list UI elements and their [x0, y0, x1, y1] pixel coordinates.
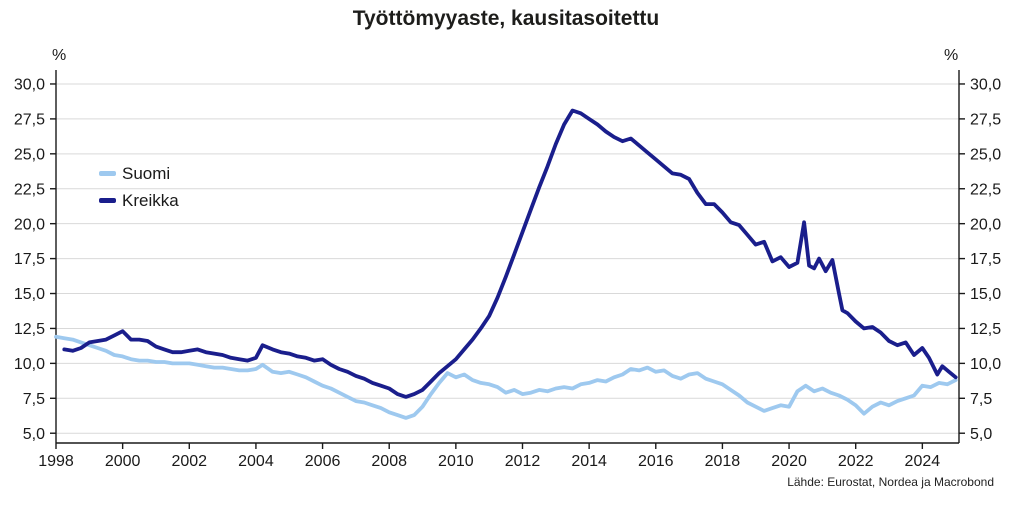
- y-tick-label-right: 20,0: [970, 216, 1001, 233]
- y-tick-label-right: 5,0: [970, 426, 992, 443]
- x-tick-label: 2002: [171, 453, 207, 470]
- y-axis-unit-right: %: [944, 47, 959, 64]
- source-note: Lähde: Eurostat, Nordea ja Macrobond: [787, 475, 994, 489]
- x-tick-label: 2004: [238, 453, 274, 470]
- y-axis-unit-left: %: [52, 47, 67, 64]
- y-tick-label-right: 27,5: [970, 111, 1001, 128]
- y-tick-label-left: 17,5: [14, 251, 45, 268]
- legend-item-suomi: Suomi: [99, 160, 179, 187]
- y-tick-label-left: 22,5: [14, 181, 45, 198]
- x-tick-label: 2010: [438, 453, 474, 470]
- legend-item-kreikka: Kreikka: [99, 187, 179, 214]
- x-tick-label: 2018: [705, 453, 741, 470]
- y-tick-label-left: 25,0: [14, 146, 45, 163]
- y-tick-label-right: 15,0: [970, 286, 1001, 303]
- x-tick-label: 2012: [505, 453, 541, 470]
- y-tick-label-right: 25,0: [970, 146, 1001, 163]
- x-tick-label: 1998: [38, 453, 74, 470]
- y-tick-label-right: 17,5: [970, 251, 1001, 268]
- y-tick-label-right: 22,5: [970, 181, 1001, 198]
- y-tick-label-left: 5,0: [23, 426, 45, 443]
- y-tick-label-left: 27,5: [14, 111, 45, 128]
- y-tick-label-left: 10,0: [14, 356, 45, 373]
- y-tick-label-left: 7,5: [23, 391, 45, 408]
- suomi-line: [54, 334, 958, 420]
- x-tick-label: 2024: [905, 453, 941, 470]
- y-tick-label-left: 30,0: [14, 77, 45, 94]
- x-tick-label: 2016: [638, 453, 674, 470]
- y-tick-label-left: 20,0: [14, 216, 45, 233]
- kreikka-line-swatch: [99, 198, 116, 203]
- legend-label-kreikka: Kreikka: [122, 191, 179, 210]
- x-tick-label: 2020: [771, 453, 807, 470]
- y-tick-label-right: 12,5: [970, 321, 1001, 338]
- y-tick-label-right: 10,0: [970, 356, 1001, 373]
- legend-label-suomi: Suomi: [122, 164, 171, 183]
- y-tick-label-left: 15,0: [14, 286, 45, 303]
- x-tick-label: 2006: [305, 453, 341, 470]
- chart-title: Työttömyyaste, kausitasoitettu: [352, 7, 660, 30]
- x-tick-label: 2022: [838, 453, 874, 470]
- x-tick-label: 2008: [371, 453, 407, 470]
- suomi-line-swatch: [99, 171, 116, 176]
- kreikka-line: [62, 108, 958, 399]
- x-tick-label: 2000: [105, 453, 141, 470]
- x-tick-label: 2014: [571, 453, 607, 470]
- legend: Suomi Kreikka: [99, 160, 179, 214]
- y-tick-label-right: 30,0: [970, 77, 1001, 94]
- y-tick-label-left: 12,5: [14, 321, 45, 338]
- y-tick-label-right: 7,5: [970, 391, 992, 408]
